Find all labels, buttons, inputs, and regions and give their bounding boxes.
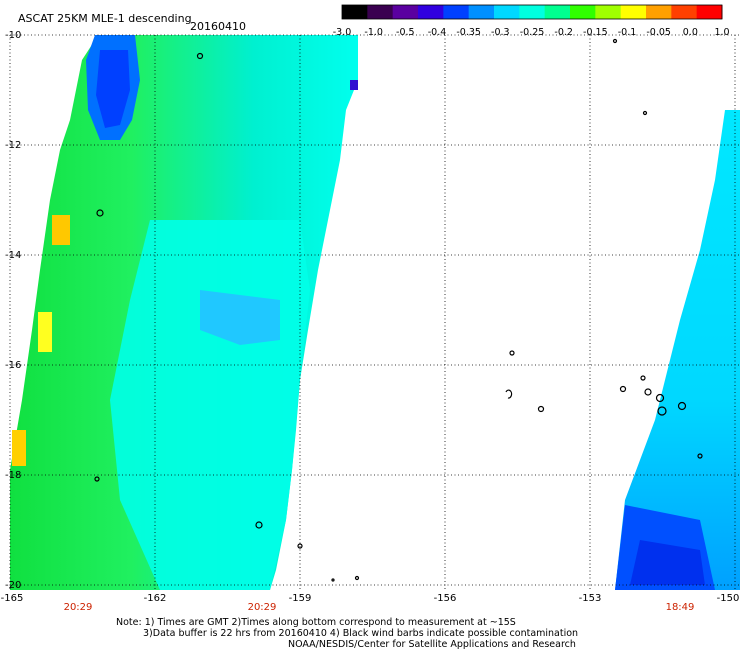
- colorbar-label: -3.0: [333, 27, 352, 38]
- lat-label: -14: [5, 250, 21, 261]
- colorbar-swatch: [392, 5, 419, 19]
- colorbar-label: -0.05: [646, 27, 671, 38]
- colorbar-swatch: [468, 5, 495, 19]
- colorbar-swatch: [418, 5, 444, 19]
- lon-label: -159: [289, 593, 312, 604]
- lat-label: -10: [5, 30, 21, 41]
- colorbar-swatch: [367, 5, 394, 19]
- lon-label: -165: [1, 593, 24, 604]
- colorbar-label: -0.35: [456, 27, 481, 38]
- colorbar-swatch: [671, 5, 698, 19]
- lat-label: -16: [5, 360, 21, 371]
- colorbar-label: -0.25: [520, 27, 545, 38]
- header-date: 20160410: [190, 20, 246, 33]
- time-label: 20:29: [64, 602, 93, 613]
- note-line-3: NOAA/NESDIS/Center for Satellite Applica…: [288, 639, 576, 650]
- right-swath: [615, 110, 740, 590]
- time-label: 18:49: [666, 602, 695, 613]
- colorbar-labels: -3.0 -1.0 -0.5 -0.4 -0.35 -0.3 -0.25 -0.2 -0.15-…: [333, 27, 730, 38]
- colorbar-frame: [341, 4, 723, 20]
- notes: Note: 1) Times are GMT 2)Times along bot…: [116, 617, 578, 650]
- colorbar-swatch: [342, 5, 368, 19]
- colorbar-swatch: [620, 5, 647, 19]
- colorbar-swatch: [646, 5, 672, 19]
- colorbar-label: -0.4: [428, 27, 447, 38]
- colorbar-label: -0.3: [491, 27, 510, 38]
- colorbar-swatch: [595, 5, 622, 19]
- lat-label: -20: [5, 580, 21, 591]
- longitude-labels: -165 -162 -159 -156 -153 -150: [1, 593, 740, 604]
- lon-label: -162: [144, 593, 167, 604]
- colorbar-swatch: [544, 5, 571, 19]
- colorbar-swatch: [494, 5, 520, 19]
- lat-label: -12: [5, 140, 21, 151]
- lon-label: -156: [434, 593, 457, 604]
- note-line-1: Note: 1) Times are GMT 2)Times along bot…: [116, 617, 516, 628]
- colorbar-label: -0.2: [554, 27, 573, 38]
- colorbar-swatch: [519, 5, 546, 19]
- latitude-labels: -10 -12 -14 -16 -18 -20: [5, 30, 21, 591]
- colorbar: [341, 4, 723, 20]
- note-line-2: 3)Data buffer is 22 hrs from 20160410 4)…: [143, 628, 578, 639]
- coastlines: [94, 38, 703, 582]
- colorbar-label: -0.5: [396, 27, 415, 38]
- time-label: 20:29: [248, 602, 277, 613]
- lat-label: -18: [5, 470, 21, 481]
- colorbar-label: -0.15: [583, 27, 608, 38]
- colorbar-swatch: [443, 5, 470, 19]
- colorbar-label: -1.0: [364, 27, 383, 38]
- colorbar-label: -0.1: [618, 27, 637, 38]
- time-labels: 20:29 20:29 18:49: [64, 602, 695, 613]
- colorbar-label: 0.0: [683, 27, 698, 38]
- colorbar-swatch: [570, 5, 596, 19]
- colorbar-swatch: [696, 5, 723, 19]
- left-swath: [10, 35, 358, 590]
- colorbar-label: 1.0: [714, 27, 729, 38]
- lon-label: -153: [579, 593, 602, 604]
- header-title: ASCAT 25KM MLE-1 descending: [18, 12, 192, 25]
- grid: [9, 34, 740, 590]
- lon-label: -150: [717, 593, 740, 604]
